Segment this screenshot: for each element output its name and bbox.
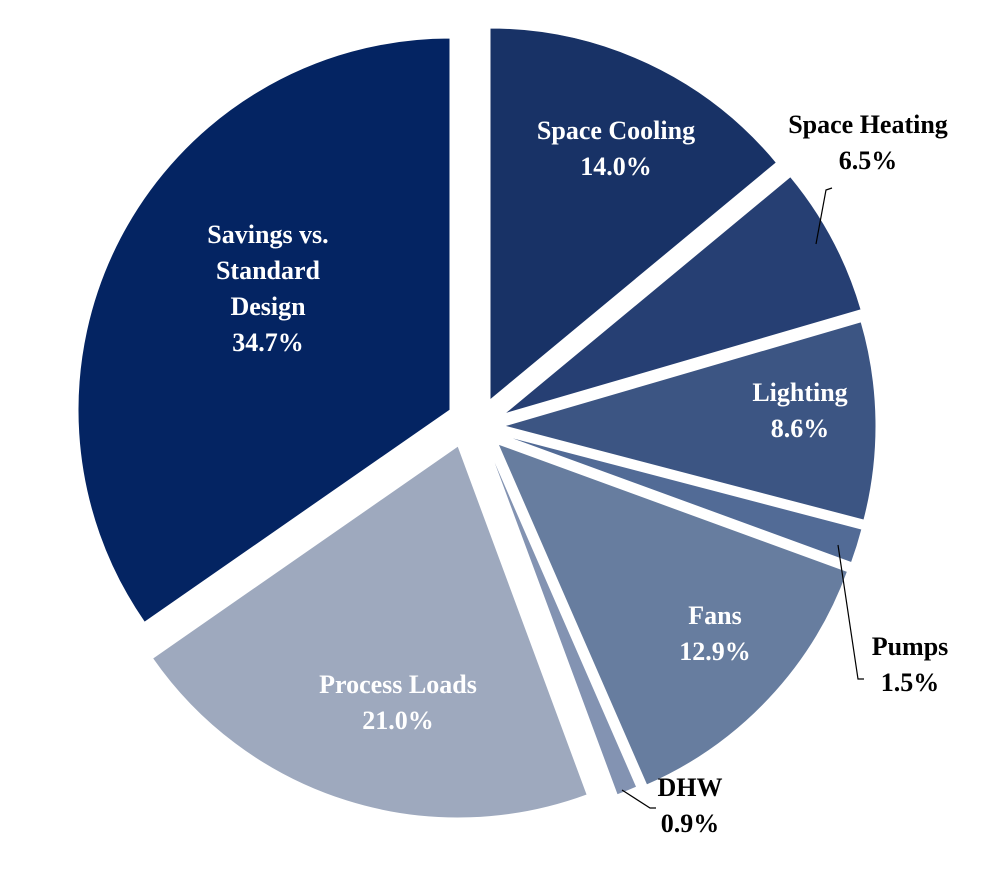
slices-layer <box>77 27 877 819</box>
leader-lines-layer <box>621 187 864 809</box>
data-label-lighting: Lighting 8.6% <box>752 378 847 443</box>
slice-value-label: 14.0% <box>580 152 652 181</box>
slice-name-label: DHW <box>658 773 723 802</box>
data-label-pumps: Pumps 1.5% <box>872 632 949 697</box>
pie-slice-fans <box>497 443 849 786</box>
slice-name-label: Lighting <box>752 378 847 407</box>
slice-name-label: Space Cooling <box>537 116 695 145</box>
slice-value-label: 12.9% <box>679 637 751 666</box>
data-label-space-heating: Space Heating 6.5% <box>788 110 948 175</box>
slice-name-label: Fans <box>688 601 741 630</box>
slice-value-label: 34.7% <box>232 328 304 357</box>
slice-value-label: 1.5% <box>881 668 940 697</box>
slice-name-label: Standard <box>216 256 321 285</box>
slice-name-label: Design <box>230 292 306 321</box>
pie-slice-lighting <box>502 321 877 521</box>
leader-line-space-heating <box>815 187 833 245</box>
slice-name-label: Space Heating <box>788 110 948 139</box>
leader-line-pumps <box>837 544 864 680</box>
slice-value-label: 6.5% <box>839 146 898 175</box>
slice-value-label: 21.0% <box>362 706 434 735</box>
data-label-process-loads: Process Loads 21.0% <box>319 670 477 735</box>
leader-line-dhw <box>621 789 656 809</box>
pie-slice-savings-vs-standard-design <box>77 37 451 623</box>
labels-layer: Space Cooling 14.0% Space Heating 6.5% Light… <box>207 110 948 838</box>
slice-value-label: 8.6% <box>771 414 830 443</box>
data-label-space-cooling: Space Cooling 14.0% <box>537 116 695 181</box>
pie-slice-space-heating <box>503 175 862 415</box>
slice-name-label: Savings vs. <box>207 220 328 249</box>
data-label-dhw: DHW 0.9% <box>658 773 723 838</box>
pie-slice-dhw <box>487 445 638 796</box>
data-label-fans: Fans 12.9% <box>679 601 751 666</box>
pie-slice-space-cooling <box>489 27 778 402</box>
pie-slice-pumps <box>501 434 863 564</box>
slice-name-label: Process Loads <box>319 670 477 699</box>
slice-value-label: 0.9% <box>661 809 720 838</box>
slice-name-label: Pumps <box>872 632 949 661</box>
pie-slice-process-loads <box>151 445 588 819</box>
data-label-savings-vs-standard-design: Savings vs. Standard Design 34.7% <box>207 220 328 357</box>
